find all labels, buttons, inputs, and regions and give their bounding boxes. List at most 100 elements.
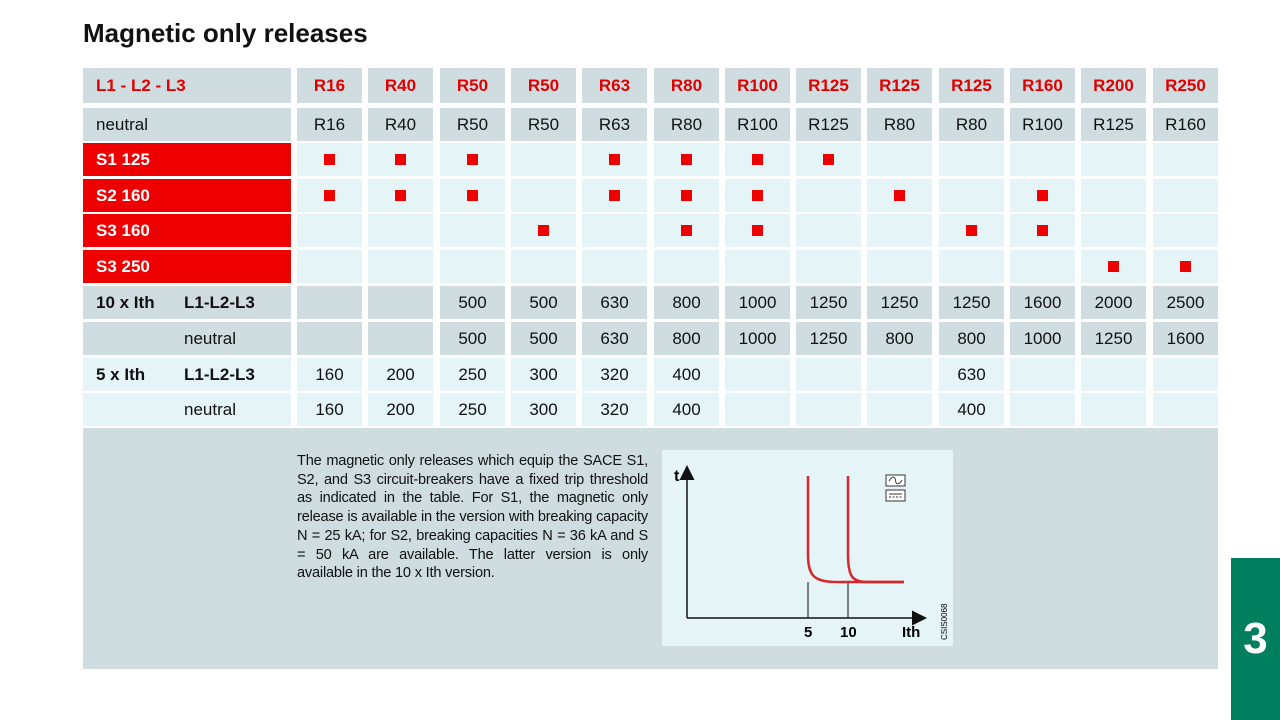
mark-square <box>467 154 478 165</box>
mark-square <box>752 190 763 201</box>
neutral-label: neutral <box>83 108 291 141</box>
threshold-value-cell <box>1153 393 1218 426</box>
breaker-mark-cell <box>368 214 433 247</box>
threshold-value-cell <box>1153 358 1218 391</box>
breaker-mark-cell <box>1010 179 1075 212</box>
breaker-mark-cell <box>297 250 362 283</box>
threshold-value-cell: 630 <box>582 322 647 355</box>
breaker-label: S3 160 <box>83 214 291 247</box>
breaker-mark-cell <box>1081 143 1146 176</box>
page-title: Magnetic only releases <box>83 18 368 48</box>
header-cell: R200 <box>1081 68 1146 103</box>
trip-curve-svg: t Ith 5 10 CSIS0068 <box>674 465 949 641</box>
mark-square <box>681 154 692 165</box>
breaker-mark-cell <box>725 214 790 247</box>
threshold-value-cell <box>725 393 790 426</box>
breaker-label: S2 160 <box>83 179 291 212</box>
breaker-mark-cell <box>654 214 719 247</box>
ac-current-icon <box>885 474 906 487</box>
tick-label-5: 5 <box>804 624 812 641</box>
breaker-mark-cell <box>511 250 576 283</box>
breaker-label: S1 125 <box>83 143 291 176</box>
threshold-value-cell: 1250 <box>1081 322 1146 355</box>
header-cell: R125 <box>867 68 932 103</box>
neutral-cell: R80 <box>939 108 1004 141</box>
threshold-value-cell <box>725 358 790 391</box>
threshold-value-cell <box>1010 358 1075 391</box>
breaker-mark-cell <box>796 143 861 176</box>
threshold-value-cell: 500 <box>511 322 576 355</box>
breaker-mark-cell <box>654 179 719 212</box>
mark-square <box>1037 190 1048 201</box>
threshold-label-cell: neutral <box>83 393 291 426</box>
threshold-sub-label: neutral <box>184 399 236 419</box>
mark-square <box>681 190 692 201</box>
breaker-mark-cell <box>1153 179 1218 212</box>
breaker-mark-cell <box>654 250 719 283</box>
breaker-mark-cell <box>368 143 433 176</box>
breaker-mark-cell <box>1010 143 1075 176</box>
threshold-value-cell: 1250 <box>796 286 861 319</box>
threshold-value-cell: 1600 <box>1010 286 1075 319</box>
mark-square <box>467 190 478 201</box>
breaker-mark-cell <box>440 179 505 212</box>
mark-square <box>752 225 763 236</box>
mark-square <box>324 190 335 201</box>
header-cell: R16 <box>297 68 362 103</box>
threshold-value-cell: 2000 <box>1081 286 1146 319</box>
threshold-value-cell <box>368 286 433 319</box>
breaker-mark-cell <box>297 143 362 176</box>
breaker-mark-cell <box>511 143 576 176</box>
mark-square <box>324 154 335 165</box>
neutral-cell: R16 <box>297 108 362 141</box>
neutral-cell: R100 <box>725 108 790 141</box>
header-cell: R40 <box>368 68 433 103</box>
threshold-value-cell: 200 <box>368 358 433 391</box>
dc-current-icon <box>885 489 906 502</box>
breaker-mark-cell <box>725 250 790 283</box>
threshold-value-cell: 160 <box>297 393 362 426</box>
figure-code: CSIS0068 <box>940 603 949 640</box>
mark-square <box>609 154 620 165</box>
threshold-value-cell: 630 <box>939 358 1004 391</box>
mark-square <box>894 190 905 201</box>
header-cell: R125 <box>796 68 861 103</box>
breaker-mark-cell <box>725 143 790 176</box>
threshold-value-cell: 800 <box>939 322 1004 355</box>
breaker-mark-cell <box>1010 250 1075 283</box>
threshold-value-cell: 160 <box>297 358 362 391</box>
threshold-label: 10 x Ith <box>96 292 155 312</box>
breaker-mark-cell <box>939 143 1004 176</box>
breaker-mark-cell <box>796 214 861 247</box>
breaker-mark-cell <box>1081 250 1146 283</box>
threshold-value-cell <box>1081 358 1146 391</box>
breaker-mark-cell <box>939 179 1004 212</box>
breaker-mark-cell <box>582 250 647 283</box>
threshold-value-cell: 1000 <box>725 322 790 355</box>
trip-curve-graph: t Ith 5 10 CSIS0068 <box>662 450 953 646</box>
mark-square <box>681 225 692 236</box>
header-cell: R80 <box>654 68 719 103</box>
threshold-value-cell: 500 <box>440 322 505 355</box>
threshold-value-cell <box>1010 393 1075 426</box>
threshold-label-cell: 10 x Ith L1-L2-L3 <box>83 286 291 319</box>
mark-square <box>1180 261 1191 272</box>
threshold-value-cell: 400 <box>654 393 719 426</box>
breaker-mark-cell <box>440 214 505 247</box>
breaker-mark-cell <box>1153 143 1218 176</box>
mark-square <box>966 225 977 236</box>
tick-label-10: 10 <box>840 624 857 641</box>
threshold-label: 5 x Ith <box>96 364 146 384</box>
header-cell: R100 <box>725 68 790 103</box>
header-cell: R250 <box>1153 68 1218 103</box>
threshold-value-cell <box>1081 393 1146 426</box>
curve-5x <box>806 476 904 584</box>
breaker-mark-cell <box>796 250 861 283</box>
breaker-mark-cell <box>939 250 1004 283</box>
threshold-value-cell: 1000 <box>1010 322 1075 355</box>
threshold-label-cell: neutral <box>83 322 291 355</box>
mark-square <box>752 154 763 165</box>
threshold-value-cell: 500 <box>511 286 576 319</box>
header-label: L1 - L2 - L3 <box>83 68 291 103</box>
neutral-cell: R40 <box>368 108 433 141</box>
